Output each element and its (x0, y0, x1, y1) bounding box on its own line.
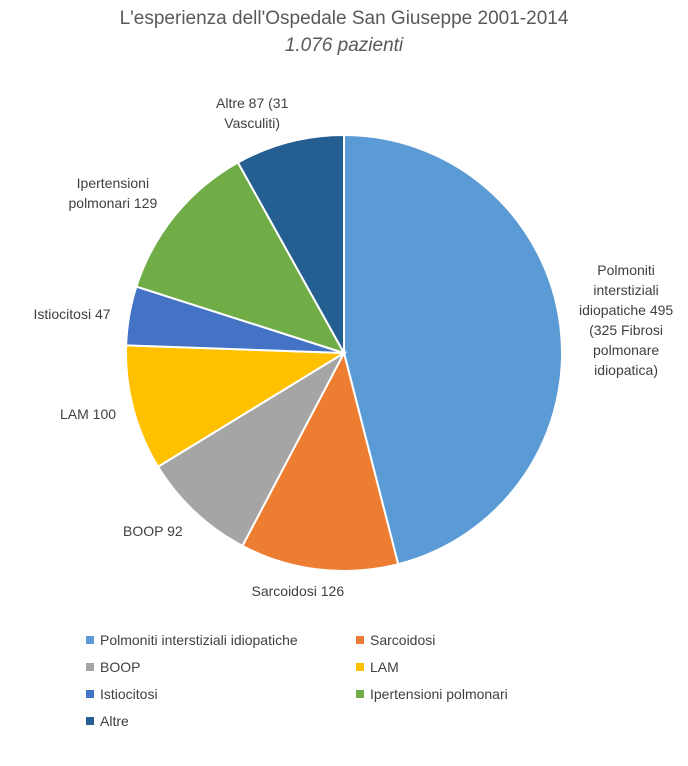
slice-label: Sarcoidosi 126 (251, 583, 345, 599)
pie-slice-lam (125, 344, 348, 469)
legend-swatch (86, 636, 94, 644)
legend-label: LAM (370, 659, 399, 675)
legend-swatch (86, 663, 94, 671)
legend-item: Sarcoidosi (356, 632, 435, 648)
pie-slice-boop (156, 350, 347, 548)
legend-swatch (86, 717, 94, 725)
slice-label: Ipertensioni polmonari 129 (68, 175, 158, 211)
legend-swatch (356, 690, 364, 698)
legend-label: Ipertensioni polmonari (370, 686, 508, 702)
legend-item: BOOP (86, 659, 140, 675)
legend-label: Sarcoidosi (370, 632, 436, 648)
slice-label: Polmoniti interstiziali idiopatiche 495 (32… (579, 262, 674, 378)
slice-label: BOOP 92 (123, 523, 183, 539)
pie-chart (125, 133, 563, 572)
legend-label: Istiocitosi (100, 686, 158, 702)
legend-item: LAM (356, 659, 399, 675)
legend-label: Altre (100, 713, 129, 729)
pie-slice-ipertensioni-polmonari (135, 161, 347, 355)
legend-item: Ipertensioni polmonari (356, 686, 508, 702)
slice-label: Istiocitosi 47 (33, 306, 111, 322)
legend-item: Polmoniti interstiziali idiopatiche (86, 632, 298, 648)
chart-subtitle: 1.076 pazienti (284, 35, 404, 56)
slice-label: Altre 87 (31 Vasculiti) (216, 95, 289, 131)
legend-swatch (356, 636, 364, 644)
pie-slice-polmoniti-interstiziali-idiopatiche (343, 133, 563, 566)
legend-item: Istiocitosi (86, 686, 158, 702)
pie-slice-altre (236, 133, 345, 357)
legend-swatch (86, 690, 94, 698)
pie-slice-sarcoidosi (241, 350, 400, 572)
legend-label: BOOP (100, 659, 141, 675)
legend-label: Polmoniti interstiziali idiopatiche (100, 632, 298, 648)
chart-title: L'esperienza dell'Ospedale San Giuseppe … (119, 8, 569, 29)
legend-item: Altre (86, 713, 129, 729)
legend-swatch (356, 663, 364, 671)
slice-label: LAM 100 (60, 406, 117, 422)
